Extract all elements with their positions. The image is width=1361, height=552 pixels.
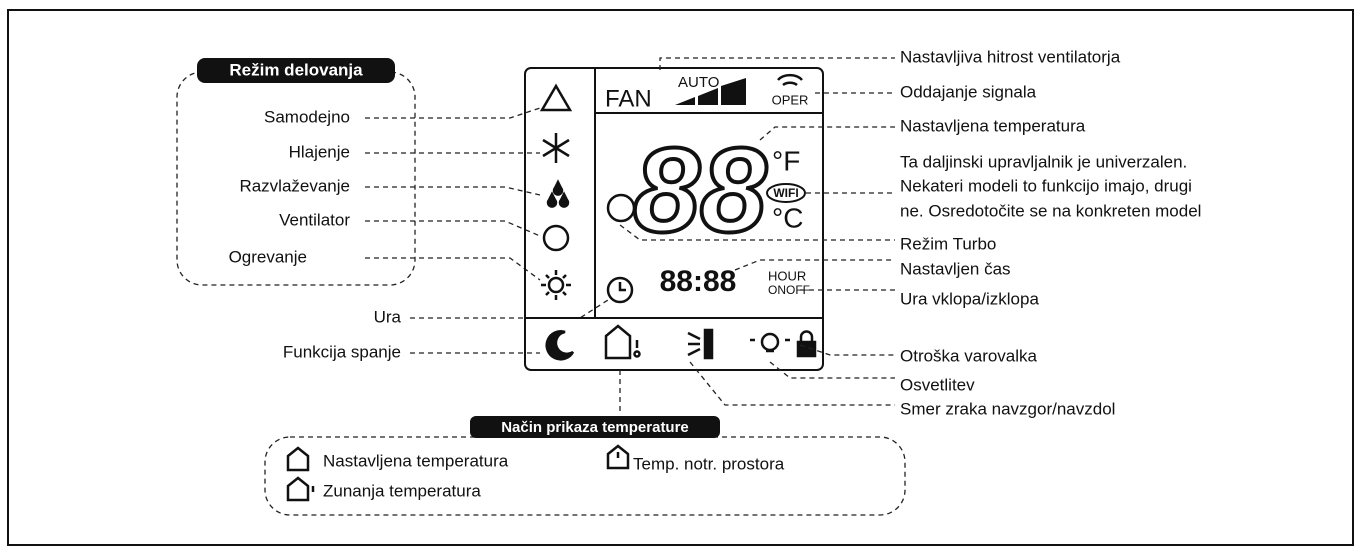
- wifi-ring: [766, 183, 806, 203]
- left-label: Ura: [374, 307, 402, 326]
- right-label: Nastavljena temperatura: [900, 116, 1086, 135]
- right-label: Režim Turbo: [900, 234, 996, 253]
- right-label: Nastavljiva hitrost ventilatorja: [900, 47, 1121, 66]
- temp-item: Temp. notr. prostora: [633, 454, 785, 473]
- deg-f: °F: [772, 145, 800, 176]
- frame: [7, 9, 1354, 546]
- right-label: Oddajanje signala: [900, 82, 1037, 101]
- right-label: Ura vklopa/izklopa: [900, 289, 1039, 308]
- mode-item: Ventilator: [279, 210, 350, 229]
- temp-item: Zunanja temperatura: [323, 481, 481, 500]
- mode-icons: [539, 83, 636, 361]
- onoff-text: ONOFF: [768, 283, 810, 297]
- temp-icons: [286, 444, 630, 502]
- display-dividers: [525, 68, 823, 319]
- right-label: Smer zraka navzgor/navzdol: [900, 399, 1115, 418]
- hour-text: HOUR: [768, 268, 806, 283]
- fan-text: FAN: [605, 85, 652, 112]
- mode-title-bg: [197, 58, 395, 83]
- mode-title: Režim delovanja: [229, 60, 363, 79]
- mode-item: Ogrevanje: [229, 247, 307, 266]
- bottom-icons: [604, 324, 817, 360]
- temp-box: [264, 436, 906, 516]
- time-digits: 88:88: [660, 265, 737, 298]
- temp-title-bg: [470, 416, 720, 438]
- temp-title: Način prikaza temperature: [501, 419, 689, 436]
- speed-bars: [675, 78, 746, 105]
- oper-text: OPER: [772, 92, 809, 107]
- right-label: Nastavljen čas: [900, 259, 1011, 278]
- right-label: Osvetlitev: [900, 375, 975, 394]
- right-label: Nekateri modeli to funkcijo imajo, drugi: [900, 176, 1192, 195]
- temp-digits: 88: [633, 124, 767, 258]
- auto-text: AUTO: [678, 74, 719, 91]
- mode-item: Samodejno: [264, 107, 350, 126]
- signal-icon: [777, 73, 803, 87]
- temp-item: Nastavljena temperatura: [323, 451, 509, 470]
- right-label: Otroška varovalka: [900, 346, 1038, 365]
- left-label: Funkcija spanje: [283, 342, 401, 361]
- right-label: ne. Osredotočite se na konkreten model: [900, 201, 1201, 220]
- display: [524, 67, 824, 371]
- wifi-text: WIFI: [773, 186, 798, 200]
- leaders-left: [365, 107, 609, 354]
- right-label: Ta daljinski upravljalnik je univerzalen…: [900, 152, 1187, 171]
- mode-item: Hlajenje: [289, 142, 350, 161]
- deg-c: °C: [772, 202, 803, 233]
- mode-item: Razvlaževanje: [239, 176, 350, 195]
- leaders-right: [619, 57, 895, 415]
